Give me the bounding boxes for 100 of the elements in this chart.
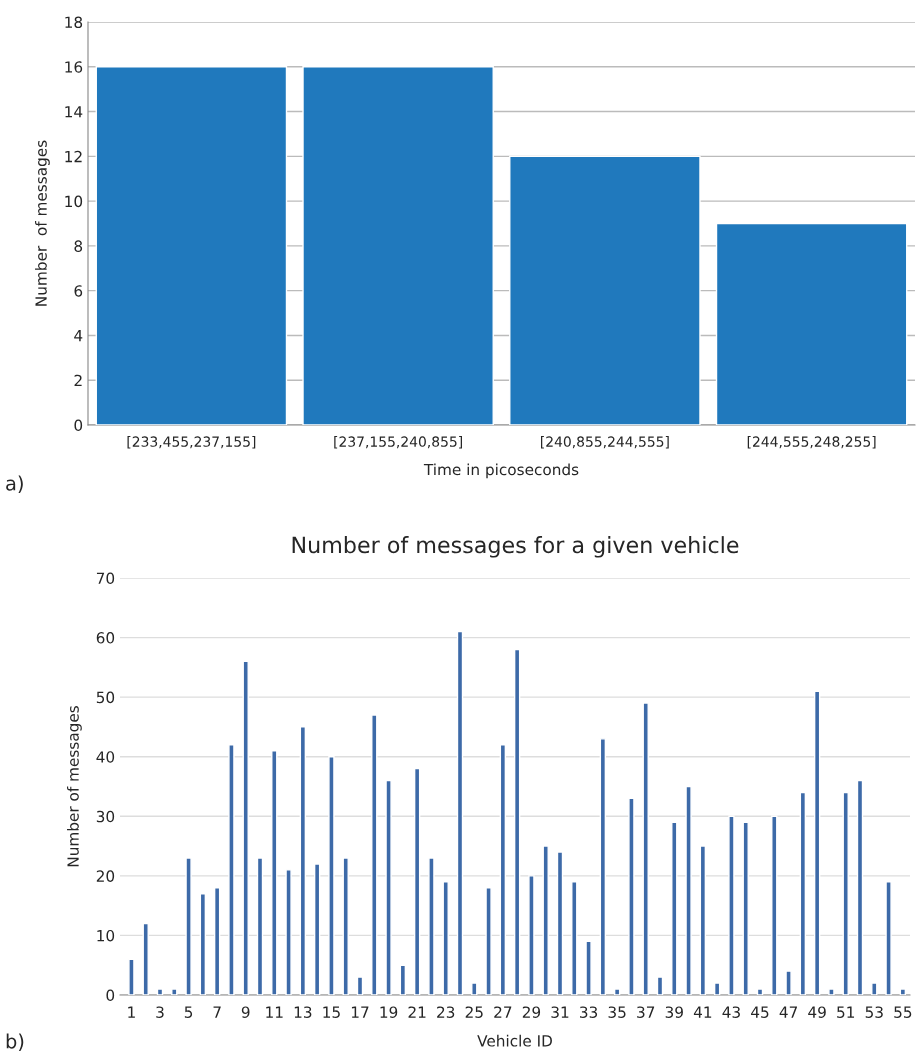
x-tick-label: 41 (693, 1006, 712, 1018)
bar (242, 660, 249, 995)
bar (271, 750, 278, 995)
bar (328, 756, 335, 995)
y-tick-label: 10 (97, 929, 115, 942)
y-tick-label: 6 (74, 285, 83, 297)
x-tick-label: 29 (522, 1006, 541, 1018)
x-tick-label: 55 (894, 1006, 912, 1018)
bar (371, 714, 378, 995)
bar (713, 982, 721, 995)
x-tick-label: 37 (637, 1006, 655, 1018)
y-tick-label: 30 (96, 810, 115, 823)
x-tick-label: 33 (580, 1006, 598, 1018)
x-tick-label: 11 (266, 1006, 283, 1018)
bar (413, 767, 421, 995)
bar (313, 863, 321, 995)
x-tick-label: 5 (184, 1006, 193, 1018)
y-tick-label: 12 (65, 150, 82, 163)
x-tick-label: [240,855,244,555] (541, 436, 669, 449)
y-tick-label: 60 (96, 632, 115, 644)
x-tick-label: 3 (156, 1006, 164, 1018)
y-tick-label: 16 (65, 61, 83, 73)
bar (156, 988, 164, 995)
bar (199, 893, 207, 995)
bar (428, 857, 435, 995)
bar (542, 845, 549, 995)
bar (642, 702, 649, 995)
bar (302, 66, 494, 425)
bar (685, 785, 692, 995)
y-tick-label: 8 (74, 240, 83, 252)
y-tick-label: 14 (65, 106, 83, 118)
x-tick-label: 45 (751, 1006, 769, 1018)
y-tick-label: 4 (74, 330, 83, 342)
bar (171, 988, 178, 995)
y-axis-title: Number of messages (35, 140, 50, 306)
bar (342, 857, 349, 995)
bar (756, 988, 764, 995)
x-tick-label: [233,455,237,155] (127, 436, 256, 449)
bar (842, 791, 849, 995)
x-tick-label: [244,555,248,255] (747, 436, 876, 449)
bar (485, 887, 492, 995)
x-tick-label: 43 (722, 1006, 740, 1018)
bar (142, 922, 149, 995)
bar (442, 881, 449, 995)
x-tick-label: 47 (779, 1006, 797, 1018)
x-tick-label: 17 (351, 1006, 369, 1018)
bar (742, 821, 749, 995)
chart-title: Number of messages for a given vehicle (292, 536, 739, 558)
bar (871, 982, 878, 995)
x-tick-label: 23 (437, 1006, 455, 1018)
bar (471, 982, 478, 995)
y-axis-title: Number of messages (67, 706, 82, 867)
bar (499, 744, 507, 995)
bar (828, 988, 835, 995)
bar (228, 744, 235, 995)
x-tick-label: 21 (408, 1006, 426, 1018)
x-tick-label: [237,155,240,855] (334, 436, 462, 449)
bar (399, 964, 407, 995)
bar (628, 797, 635, 995)
bar (799, 791, 807, 995)
bar (213, 887, 221, 995)
x-tick-label: 27 (494, 1006, 512, 1018)
bar (385, 779, 392, 995)
y-tick-label: 0 (74, 419, 83, 432)
bar (128, 958, 135, 995)
bar (556, 851, 564, 995)
x-tick-label: 51 (837, 1006, 855, 1018)
bar (185, 857, 192, 995)
bar (356, 976, 364, 995)
x-tick-label: 15 (323, 1006, 340, 1018)
bar (899, 988, 907, 995)
x-tick-label: 1 (128, 1006, 135, 1018)
bar (585, 940, 592, 995)
bar (671, 821, 678, 995)
bar (509, 155, 701, 425)
bar (656, 976, 664, 995)
y-tick-label: 0 (106, 989, 115, 1002)
x-tick-label: 19 (380, 1006, 398, 1018)
bar (95, 66, 288, 425)
bar (528, 875, 535, 995)
y-tick-label: 18 (65, 16, 83, 29)
x-tick-label: 39 (665, 1006, 683, 1018)
x-tick-label: 9 (241, 1006, 250, 1018)
x-axis-title: Time in picoseconds (423, 463, 579, 479)
bar (885, 881, 892, 995)
x-tick-label: 25 (465, 1006, 483, 1018)
bar (256, 857, 264, 995)
x-axis-title: Vehicle ID (477, 1034, 552, 1047)
bar (456, 630, 464, 995)
bar (699, 845, 707, 995)
bar (571, 881, 578, 995)
bar (813, 690, 821, 995)
bar (715, 222, 908, 425)
y-tick-label: 20 (96, 870, 115, 882)
bar (513, 648, 521, 995)
text: a) (6, 475, 23, 493)
bar (599, 738, 607, 995)
y-tick-label: 70 (96, 572, 115, 585)
bar (785, 970, 792, 995)
bar (285, 869, 292, 995)
